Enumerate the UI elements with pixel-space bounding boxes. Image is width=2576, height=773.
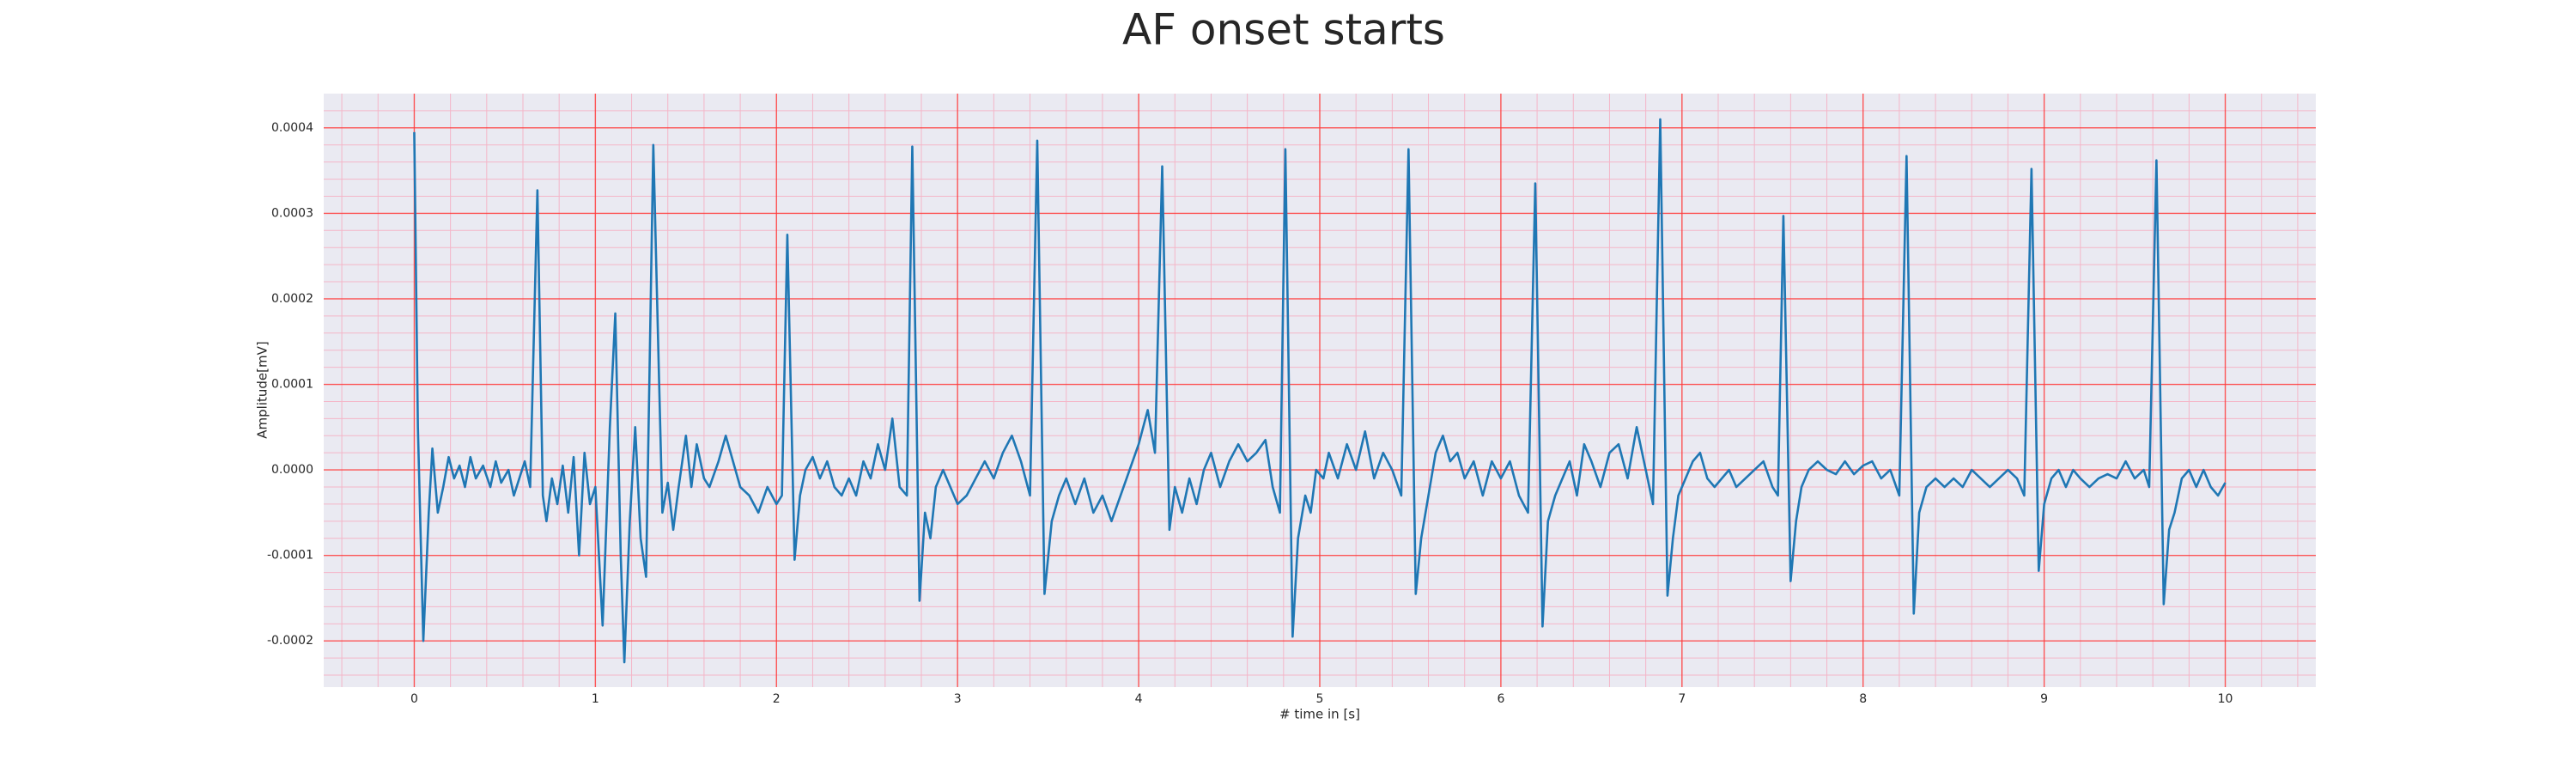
x-tick-label: 0 <box>410 692 418 706</box>
y-tick-label: -0.0002 <box>267 634 313 648</box>
y-tick-label: 0.0001 <box>271 378 313 392</box>
ecg-line <box>413 118 2227 664</box>
y-axis-label: Amplitude[mV] <box>255 341 270 438</box>
x-tick-label: 1 <box>592 692 599 706</box>
y-tick-label: 0.0000 <box>271 463 313 477</box>
x-tick-label: 7 <box>1678 692 1686 706</box>
x-tick-label: 8 <box>1859 692 1867 706</box>
x-tick-label: 3 <box>954 692 962 706</box>
y-tick-label: -0.0001 <box>267 549 313 563</box>
x-tick-label: 6 <box>1497 692 1504 706</box>
x-tick-label: 5 <box>1316 692 1324 706</box>
chart-title: AF onset starts <box>1122 5 1445 55</box>
x-tick-label: 2 <box>773 692 781 706</box>
y-tick-label: 0.0002 <box>271 292 313 306</box>
x-tick-label: 10 <box>2218 692 2233 706</box>
x-axis-label: # time in [s] <box>1279 707 1360 722</box>
y-tick-label: 0.0004 <box>271 121 313 135</box>
y-tick-label: 0.0003 <box>271 206 313 220</box>
x-tick-label: 9 <box>2040 692 2048 706</box>
x-tick-label: 4 <box>1135 692 1143 706</box>
